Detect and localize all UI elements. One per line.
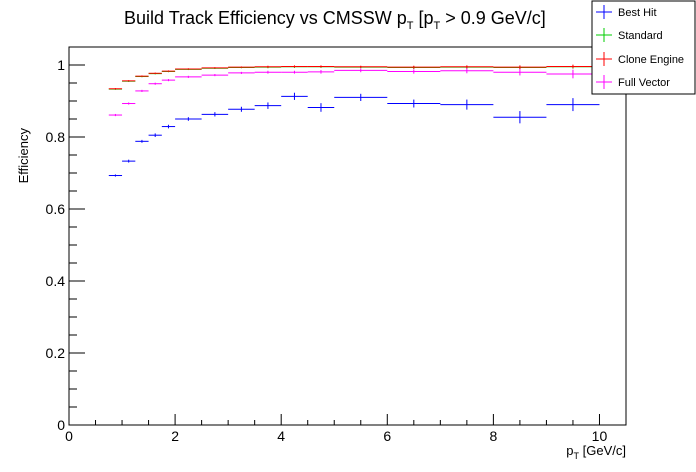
y-tick-label: 0.8: [46, 129, 66, 145]
y-tick-label: 1: [57, 57, 65, 73]
x-tick-label: 8: [489, 428, 497, 444]
legend-entry-clone-engine: Clone Engine: [596, 52, 684, 66]
y-axis-label: Efficiency: [16, 128, 31, 184]
y-tick-label: 0.2: [46, 345, 66, 361]
legend-entry-standard: Standard: [596, 28, 663, 42]
legend-label: Best Hit: [618, 7, 657, 19]
legend-entry-best-hit: Best Hit: [596, 5, 657, 19]
series-clone-engine: [108, 64, 600, 90]
plot-frame: [68, 46, 627, 426]
x-tick-label: 4: [277, 428, 285, 444]
legend-entry-full-vector: Full Vector: [596, 75, 670, 89]
x-tick-label: 6: [383, 428, 391, 444]
legend-label: Full Vector: [618, 77, 670, 89]
chart-title: Build Track Efficiency vs CMSSW pT [pT >…: [124, 8, 546, 32]
y-tick-label: 0.6: [46, 201, 66, 217]
y-tick-label: 0.4: [46, 273, 66, 289]
series-best-hit: [108, 92, 600, 177]
x-tick-label: 2: [171, 428, 179, 444]
legend-box: [591, 0, 696, 95]
legend: Best Hit Standard Clone Engine Full Vect…: [591, 0, 696, 95]
x-tick-label: 0: [65, 428, 73, 444]
x-axis-label: pT [GeV/c]: [566, 443, 626, 461]
series-full-vector: [108, 68, 600, 117]
y-tick-label: 0: [57, 417, 65, 433]
x-tick-label: 10: [592, 428, 608, 444]
legend-label: Standard: [618, 30, 663, 42]
legend-label: Clone Engine: [618, 54, 684, 66]
